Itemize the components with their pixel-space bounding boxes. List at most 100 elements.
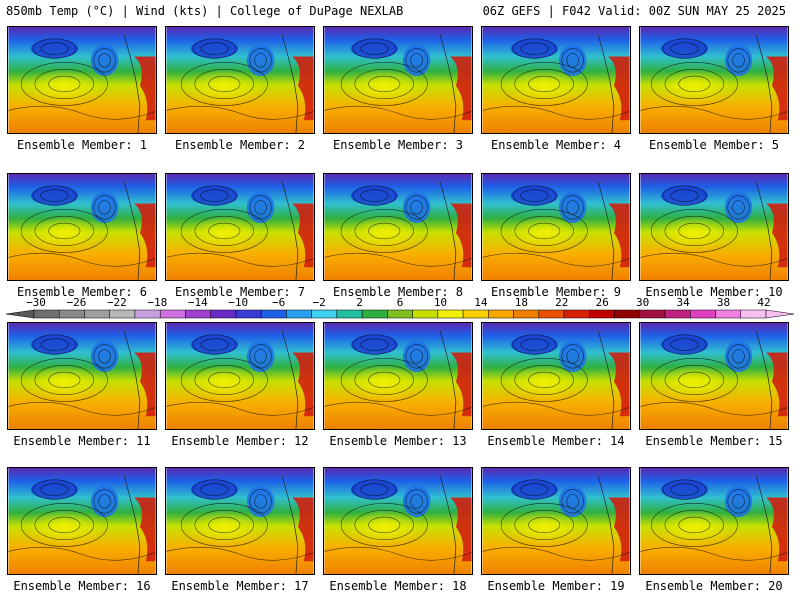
colorbar-tick-label: 10: [433, 296, 448, 309]
ensemble-map: [639, 173, 789, 281]
colorbar-tick-label: 22: [555, 296, 569, 309]
ensemble-panel: Ensemble Member: 5: [639, 26, 789, 152]
ensemble-panel: Ensemble Member: 7: [165, 173, 315, 299]
ensemble-member-label: Ensemble Member: 10: [645, 285, 783, 299]
ensemble-panel: Ensemble Member: 8: [323, 173, 473, 299]
colorbar-swatch: [462, 309, 489, 319]
colorbar-right-arrow: [765, 309, 794, 319]
ensemble-member-label: Ensemble Member: 1: [16, 138, 148, 152]
colorbar-swatch: [185, 309, 211, 319]
ensemble-map: [639, 467, 789, 575]
colorbar-swatch: [513, 309, 540, 319]
ensemble-panel: Ensemble Member: 4: [481, 26, 631, 152]
colorbar-swatch: [690, 309, 716, 319]
ensemble-map: [7, 322, 157, 430]
ensemble-panel: Ensemble Member: 11: [7, 322, 157, 448]
header-right: 06Z GEFS | F042 Valid: 00Z SUN MAY 25 20…: [482, 4, 786, 18]
ensemble-map: [481, 26, 631, 134]
ensemble-member-label: Ensemble Member: 15: [645, 434, 783, 448]
colorbar-tick-label: 14: [474, 296, 488, 309]
colorbar-swatch: [715, 309, 742, 319]
colorbar-tick-label: 6: [396, 296, 404, 309]
colorbar-swatch: [589, 309, 615, 319]
colorbar-swatch: [134, 309, 161, 319]
colorbar-swatch: [159, 309, 186, 319]
ensemble-panel: Ensemble Member: 20: [639, 467, 789, 593]
ensemble-map: [165, 322, 315, 430]
ensemble-map: [323, 173, 473, 281]
colorbar-swatch: [664, 309, 691, 319]
ensemble-panel: Ensemble Member: 18: [323, 467, 473, 593]
ensemble-map: [165, 467, 315, 575]
ensemble-member-label: Ensemble Member: 3: [332, 138, 464, 152]
ensemble-panel: Ensemble Member: 9: [481, 173, 631, 299]
ensemble-map: [481, 173, 631, 281]
ensemble-panel: Ensemble Member: 16: [7, 467, 157, 593]
ensemble-map: [639, 26, 789, 134]
ensemble-member-label: Ensemble Member: 12: [171, 434, 309, 448]
ensemble-member-label: Ensemble Member: 9: [490, 285, 622, 299]
colorbar-swatch: [84, 309, 110, 319]
colorbar-swatch: [33, 309, 60, 319]
ensemble-panel: Ensemble Member: 14: [481, 322, 631, 448]
colorbar-swatch: [412, 309, 439, 319]
colorbar-swatch: [109, 309, 136, 319]
ensemble-member-label: Ensemble Member: 6: [16, 285, 148, 299]
ensemble-member-label: Ensemble Member: 2: [174, 138, 306, 152]
ensemble-member-label: Ensemble Member: 20: [645, 579, 783, 593]
ensemble-map: [639, 322, 789, 430]
colorbar-tick-label: 42: [757, 296, 771, 309]
colorbar-tick-label: −30: [26, 296, 46, 309]
ensemble-map: [165, 173, 315, 281]
colorbar-tick-label: 18: [514, 296, 528, 309]
ensemble-member-label: Ensemble Member: 11: [13, 434, 151, 448]
ensemble-map: [323, 26, 473, 134]
colorbar-tick-label: −6: [272, 296, 286, 309]
colorbar-swatch: [58, 309, 85, 319]
colorbar-swatch: [639, 309, 666, 319]
colorbar-swatch: [361, 309, 388, 319]
ensemble-member-label: Ensemble Member: 7: [174, 285, 306, 299]
colorbar-tick-label: −2: [312, 296, 326, 309]
ensemble-panel: Ensemble Member: 6: [7, 173, 157, 299]
colorbar-swatch: [488, 309, 514, 319]
ensemble-map: [481, 322, 631, 430]
colorbar-tick-label: −26: [66, 296, 87, 309]
ensemble-member-label: Ensemble Member: 18: [329, 579, 467, 593]
colorbar-tick-label: −14: [187, 296, 208, 309]
ensemble-member-label: Ensemble Member: 4: [490, 138, 622, 152]
colorbar-swatch: [538, 309, 565, 319]
colorbar-tick-label: 38: [716, 296, 731, 309]
ensemble-member-label: Ensemble Member: 14: [487, 434, 625, 448]
colorbar-swatch: [336, 309, 363, 319]
ensemble-map: [7, 26, 157, 134]
colorbar-tick-label: −22: [106, 296, 127, 309]
colorbar-swatch: [286, 309, 312, 319]
colorbar-tick-label: −18: [147, 296, 168, 309]
colorbar-tick-label: 34: [676, 296, 690, 309]
ensemble-panel: Ensemble Member: 12: [165, 322, 315, 448]
temperature-colorbar: [6, 309, 794, 319]
colorbar-tick-label: 2: [356, 296, 363, 309]
ensemble-panel: Ensemble Member: 3: [323, 26, 473, 152]
ensemble-member-label: Ensemble Member: 13: [329, 434, 467, 448]
colorbar-tick-label: −10: [228, 296, 249, 309]
ensemble-panel: Ensemble Member: 13: [323, 322, 473, 448]
ensemble-map: [481, 467, 631, 575]
colorbar-swatch: [260, 309, 287, 319]
colorbar-swatch: [210, 309, 237, 319]
colorbar-left-arrow: [6, 309, 35, 319]
colorbar-swatch: [311, 309, 338, 319]
ensemble-panel: Ensemble Member: 1: [7, 26, 157, 152]
ensemble-member-label: Ensemble Member: 8: [332, 285, 464, 299]
ensemble-map: [323, 467, 473, 575]
ensemble-map: [165, 26, 315, 134]
ensemble-map: [323, 322, 473, 430]
ensemble-panel: Ensemble Member: 17: [165, 467, 315, 593]
ensemble-panel: Ensemble Member: 19: [481, 467, 631, 593]
colorbar-swatch: [235, 309, 262, 319]
ensemble-member-label: Ensemble Member: 17: [171, 579, 309, 593]
ensemble-map: [7, 173, 157, 281]
colorbar-tick-label: 26: [595, 296, 609, 309]
ensemble-member-label: Ensemble Member: 19: [487, 579, 625, 593]
